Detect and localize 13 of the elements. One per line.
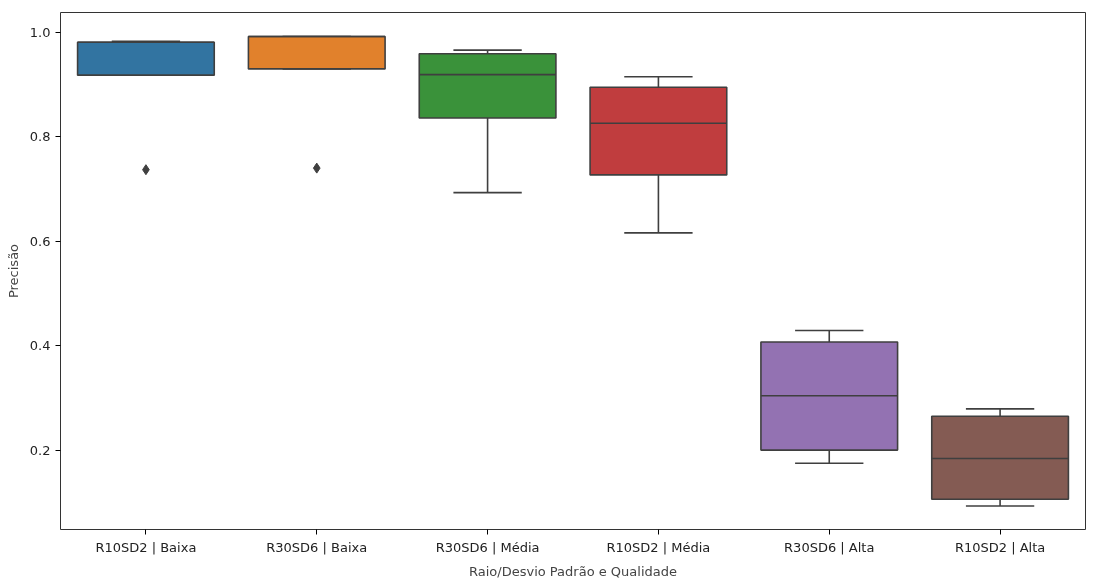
x-tick-label: R30SD6 | Média bbox=[435, 539, 540, 555]
x-axis-title: Raio/Desvio Padrão e Qualidade bbox=[469, 563, 677, 579]
y-tick-label: 0.2 bbox=[29, 442, 51, 458]
y-tick-label: 0.8 bbox=[29, 129, 51, 145]
x-tick-label: R10SD2 | Baixa bbox=[95, 539, 197, 555]
x-tick-label: R10SD2 | Média bbox=[606, 539, 711, 555]
x-tick-label: R30SD6 | Baixa bbox=[266, 539, 368, 555]
y-tick-label: 0.6 bbox=[29, 233, 51, 249]
y-tick-label: 1.0 bbox=[29, 24, 51, 40]
x-tick-label: R30SD6 | Alta bbox=[784, 539, 875, 555]
y-axis-title: Precisão bbox=[5, 243, 21, 299]
y-tick-label: 0.4 bbox=[29, 338, 51, 354]
x-tick-label: R10SD2 | Alta bbox=[954, 539, 1046, 555]
